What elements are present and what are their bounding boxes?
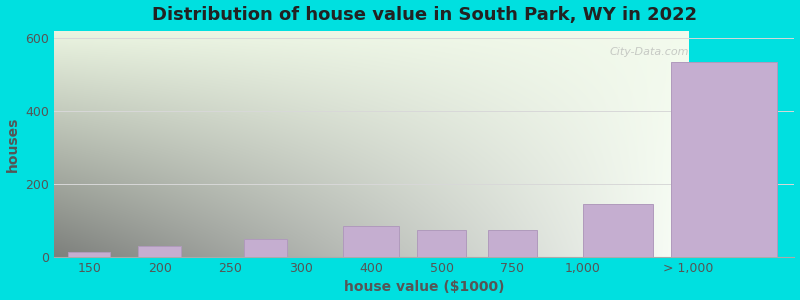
Bar: [244, 239, 286, 257]
Text: City-Data.com: City-Data.com: [610, 46, 689, 56]
Title: Distribution of house value in South Park, WY in 2022: Distribution of house value in South Par…: [151, 6, 697, 24]
Bar: [68, 252, 110, 257]
Bar: [417, 230, 466, 257]
Bar: [138, 246, 181, 257]
Bar: [343, 226, 399, 257]
Y-axis label: houses: houses: [6, 116, 19, 172]
Bar: [488, 230, 537, 257]
Bar: [671, 62, 777, 257]
X-axis label: house value ($1000): house value ($1000): [344, 280, 504, 294]
Bar: [583, 204, 654, 257]
